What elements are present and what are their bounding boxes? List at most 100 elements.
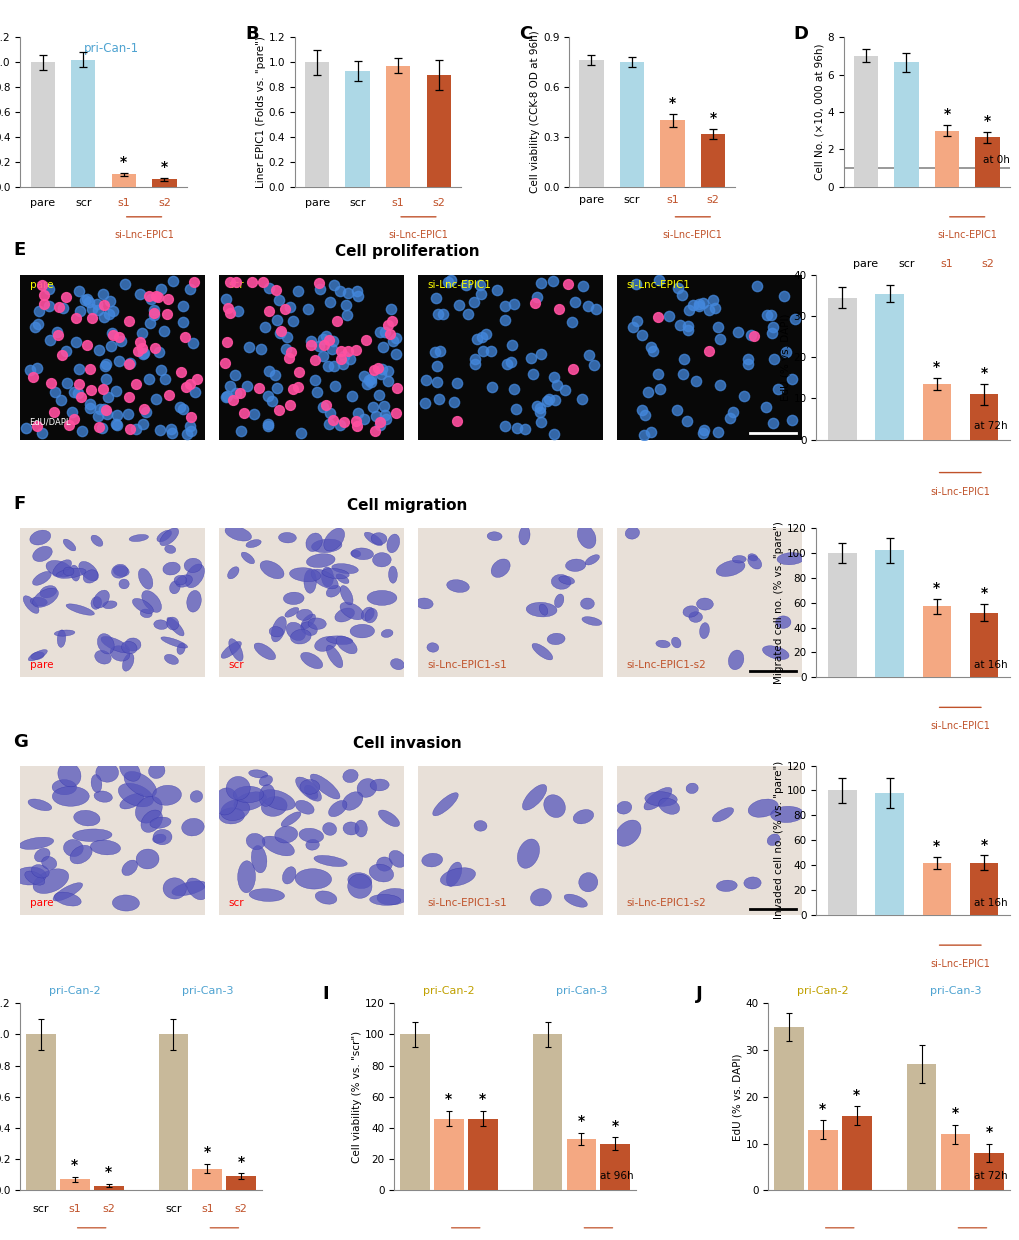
Ellipse shape [747, 556, 761, 569]
Ellipse shape [91, 596, 102, 609]
Point [186, 273, 203, 293]
Ellipse shape [306, 533, 322, 552]
Point [668, 399, 685, 419]
Point [745, 326, 761, 346]
Text: pare: pare [829, 835, 854, 844]
Point [224, 389, 240, 409]
Ellipse shape [322, 822, 336, 836]
Point [228, 383, 245, 403]
Bar [841, 1116, 871, 1190]
Point [633, 325, 649, 345]
Point [178, 424, 195, 444]
Point [359, 373, 375, 393]
Bar [894, 62, 918, 187]
Ellipse shape [70, 565, 79, 582]
Point [322, 403, 338, 423]
Point [556, 381, 573, 401]
Ellipse shape [163, 878, 186, 899]
Ellipse shape [582, 616, 601, 625]
Point [108, 405, 124, 425]
Text: scr: scr [33, 1204, 49, 1214]
Ellipse shape [296, 800, 314, 815]
Point [111, 351, 127, 371]
Ellipse shape [342, 769, 358, 782]
Ellipse shape [72, 830, 112, 842]
Point [505, 294, 522, 314]
Point [261, 301, 277, 321]
Bar [700, 134, 725, 187]
Bar [193, 1168, 222, 1190]
Point [787, 309, 803, 329]
Point [690, 294, 706, 314]
Y-axis label: Migrated cell no. (% vs. "pare"): Migrated cell no. (% vs. "pare") [773, 521, 784, 684]
Point [183, 407, 200, 427]
Point [137, 399, 153, 419]
Point [183, 422, 200, 441]
Bar [532, 1034, 561, 1190]
Point [695, 420, 711, 440]
Text: pare: pare [853, 259, 877, 269]
Point [64, 402, 81, 422]
Ellipse shape [53, 559, 71, 577]
Point [545, 424, 561, 444]
Point [579, 296, 595, 316]
Text: *: * [951, 1106, 958, 1120]
Point [531, 402, 547, 422]
Ellipse shape [747, 554, 757, 560]
Point [434, 304, 450, 324]
Point [676, 350, 692, 370]
Ellipse shape [52, 780, 76, 795]
Ellipse shape [311, 539, 341, 553]
Ellipse shape [97, 634, 114, 653]
Point [232, 383, 249, 403]
Point [379, 315, 395, 335]
Point [177, 377, 194, 397]
Text: scr: scr [75, 197, 92, 207]
Text: *: * [932, 838, 940, 853]
Point [324, 331, 340, 351]
Point [65, 382, 82, 402]
Point [122, 419, 139, 439]
Point [469, 329, 485, 348]
Ellipse shape [323, 528, 344, 551]
Point [442, 270, 459, 290]
Ellipse shape [711, 807, 733, 822]
Point [256, 317, 272, 337]
Ellipse shape [91, 536, 103, 547]
Point [284, 310, 301, 330]
Point [31, 314, 47, 334]
Ellipse shape [376, 857, 392, 872]
Text: *: * [979, 837, 986, 852]
Text: scr: scr [228, 280, 244, 290]
Point [71, 281, 88, 301]
Ellipse shape [284, 608, 299, 618]
Bar [433, 1118, 464, 1190]
Text: s2: s2 [976, 835, 989, 844]
Point [244, 272, 260, 291]
Point [161, 384, 177, 404]
Point [356, 366, 372, 386]
Text: scr: scr [228, 898, 244, 908]
Text: si-Lnc-EPIC1: si-Lnc-EPIC1 [427, 280, 491, 290]
Ellipse shape [340, 585, 353, 605]
Point [146, 305, 162, 325]
Ellipse shape [129, 534, 149, 542]
Y-axis label: EdU (% vs. DAPI): EdU (% vs. DAPI) [781, 314, 790, 401]
Ellipse shape [56, 568, 86, 578]
Ellipse shape [152, 785, 181, 805]
Ellipse shape [33, 547, 52, 562]
Point [90, 407, 106, 427]
Text: s2: s2 [102, 1204, 115, 1214]
Ellipse shape [28, 799, 52, 811]
Point [628, 274, 644, 294]
Ellipse shape [91, 775, 102, 792]
Point [100, 387, 116, 407]
Ellipse shape [355, 820, 367, 837]
Bar [71, 60, 96, 187]
Point [67, 309, 84, 329]
Point [507, 418, 524, 438]
Point [147, 339, 163, 358]
Text: I: I [322, 985, 328, 1003]
Point [763, 322, 780, 342]
Point [458, 275, 474, 295]
